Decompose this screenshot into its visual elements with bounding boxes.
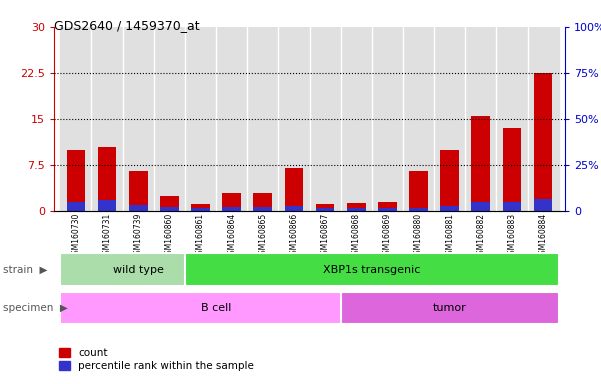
Bar	[502, 128, 521, 211]
Bar	[91, 27, 123, 211]
Bar	[254, 207, 272, 211]
Bar	[502, 202, 521, 211]
Bar	[528, 27, 559, 211]
Bar	[98, 147, 117, 211]
Text: strain  ▶: strain ▶	[3, 265, 47, 275]
Bar	[67, 202, 85, 211]
Bar	[434, 27, 465, 211]
Bar	[310, 27, 341, 211]
Text: XBP1s transgenic: XBP1s transgenic	[323, 265, 421, 275]
Bar	[278, 27, 310, 211]
Bar	[534, 199, 552, 211]
Bar	[409, 171, 428, 211]
Legend: count, percentile rank within the sample: count, percentile rank within the sample	[59, 348, 254, 371]
Bar	[154, 27, 185, 211]
Bar	[129, 205, 147, 211]
Bar	[129, 171, 147, 211]
Bar	[160, 207, 178, 211]
Bar	[285, 168, 304, 211]
Text: tumor: tumor	[433, 303, 466, 313]
Bar	[216, 27, 247, 211]
Bar	[222, 193, 241, 211]
Bar	[378, 202, 397, 211]
Bar	[247, 27, 278, 211]
Text: GDS2640 / 1459370_at: GDS2640 / 1459370_at	[54, 19, 200, 32]
Bar	[378, 209, 397, 211]
Bar	[191, 204, 210, 211]
Bar	[472, 202, 490, 211]
Bar	[222, 207, 241, 211]
Bar	[441, 206, 459, 211]
Text: specimen  ▶: specimen ▶	[3, 303, 68, 313]
Bar	[60, 27, 91, 211]
Bar	[472, 116, 490, 211]
Bar	[347, 203, 365, 211]
Bar	[285, 206, 304, 211]
Bar	[160, 196, 178, 211]
Text: B cell: B cell	[201, 303, 231, 313]
Bar	[341, 27, 372, 211]
Bar	[316, 204, 334, 211]
Bar	[465, 27, 496, 211]
Bar	[185, 27, 216, 211]
Bar	[191, 207, 210, 211]
Bar	[123, 27, 154, 211]
Bar	[534, 73, 552, 211]
Bar	[98, 200, 117, 211]
Bar	[372, 27, 403, 211]
Bar	[67, 150, 85, 211]
Text: wild type: wild type	[113, 265, 163, 275]
Bar	[347, 209, 365, 211]
Bar	[441, 150, 459, 211]
Bar	[496, 27, 528, 211]
Bar	[254, 193, 272, 211]
Bar	[316, 209, 334, 211]
Bar	[403, 27, 434, 211]
Bar	[409, 207, 428, 211]
